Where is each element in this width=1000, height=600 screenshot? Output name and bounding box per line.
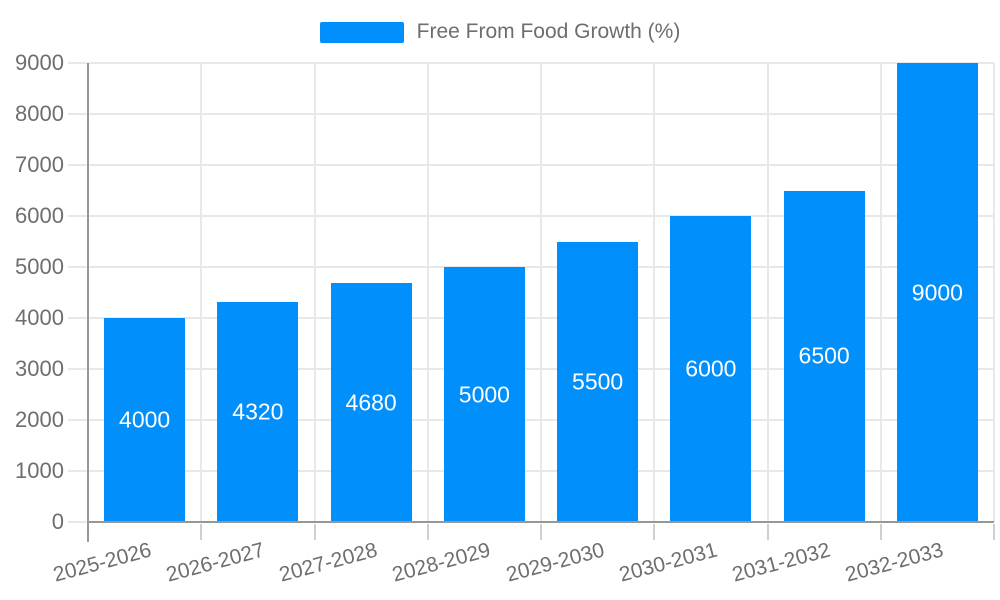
y-axis-line (87, 63, 89, 542)
gridline-horizontal (68, 266, 994, 268)
gridline-horizontal (68, 62, 994, 64)
x-axis-tick (540, 524, 542, 540)
x-axis-line (88, 521, 994, 523)
gridline-horizontal (68, 113, 994, 115)
x-axis-tick (313, 524, 316, 540)
x-axis-tick (993, 524, 995, 540)
bar-value-label: 6500 (798, 342, 850, 369)
x-axis-tick (653, 524, 656, 540)
legend-label: Free From Food Growth (%) (416, 20, 681, 43)
gridline-horizontal (68, 317, 994, 319)
bar[interactable]: 6000 (670, 216, 752, 522)
y-axis-label: 7000 (15, 152, 64, 177)
chart-legend[interactable]: Free From Food Growth (%) (0, 19, 1000, 45)
bar[interactable]: 6500 (783, 190, 865, 522)
gridline-horizontal (68, 164, 994, 166)
gridline-vertical (313, 63, 316, 522)
bar-value-label: 6000 (685, 355, 737, 382)
x-axis-tick (766, 524, 769, 540)
bar-value-label: 4000 (119, 406, 171, 433)
x-axis-tick (200, 524, 203, 540)
y-axis-label: 5000 (15, 254, 64, 279)
bar[interactable]: 5000 (443, 267, 525, 522)
legend-swatch (319, 21, 404, 43)
gridline-vertical (766, 63, 769, 522)
gridline-vertical (993, 63, 995, 522)
bar-value-label: 4680 (345, 389, 397, 416)
gridline-horizontal (68, 215, 994, 217)
bar[interactable]: 4680 (330, 283, 412, 522)
x-axis-tick (426, 524, 429, 540)
y-axis-label: 1000 (15, 458, 64, 483)
y-axis-label: 4000 (15, 305, 64, 330)
bar-value-label: 4320 (232, 398, 284, 425)
bar-value-label: 9000 (911, 279, 963, 305)
bar[interactable]: 9000 (896, 63, 978, 522)
y-axis-label: 9000 (15, 50, 64, 75)
gridline-vertical (653, 63, 656, 522)
bar[interactable]: 5500 (557, 241, 639, 522)
y-axis-label: 3000 (15, 356, 64, 381)
gridline-vertical (200, 63, 203, 522)
y-axis-label: 0 (51, 509, 64, 534)
x-axis-tick (879, 524, 882, 540)
y-axis-label: 8000 (15, 101, 64, 126)
gridline-vertical (426, 63, 429, 522)
gridline-vertical (879, 63, 882, 522)
bar-value-label: 5000 (458, 381, 510, 407)
gridline-horizontal (68, 470, 994, 472)
gridline-vertical (540, 63, 542, 522)
y-axis-label: 2000 (15, 407, 64, 432)
bar[interactable]: 4320 (217, 301, 299, 522)
bar[interactable]: 4000 (104, 318, 186, 522)
gridline-horizontal (68, 368, 994, 370)
gridline-horizontal (68, 419, 994, 421)
bar-value-label: 5500 (572, 368, 624, 395)
y-axis-label: 6000 (15, 203, 64, 228)
